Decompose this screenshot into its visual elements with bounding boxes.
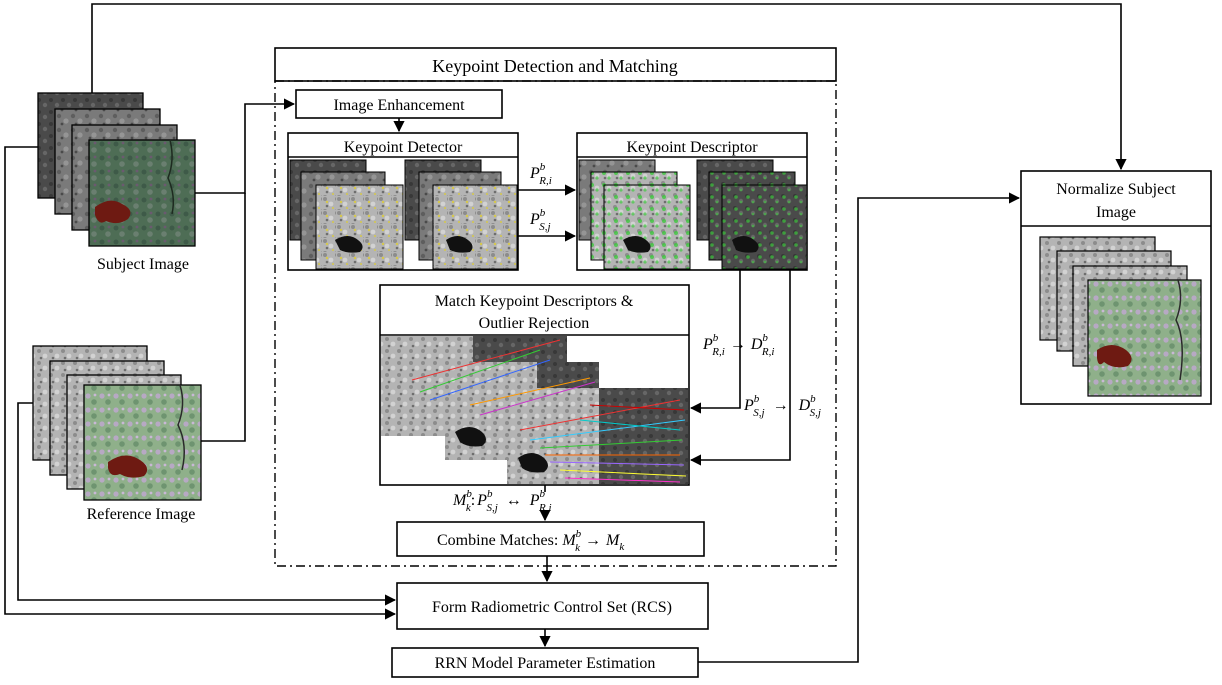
svg-text:PbS,j: Pb S,j — [529, 207, 551, 233]
keypoint-descriptor-label: Keypoint Descriptor — [626, 139, 758, 156]
rcs-label: Form Radiometric Control Set (RCS) — [432, 599, 672, 616]
match-result-label: Mb k: Pb S,j ↔ Pb R,i — [452, 488, 552, 514]
p-s-j-label-top: Pb S,j — [529, 207, 551, 233]
descriptor-to-match-arrow-2 — [689, 270, 791, 466]
reference-to-enhancement-line — [201, 193, 246, 442]
subject-image-label: Subject Image — [97, 256, 189, 273]
rrn-to-normalize-arrow — [698, 192, 1021, 663]
keypoint-detection-title-box — [274, 47, 837, 82]
keypoint-detection-title: Keypoint Detection and Matching — [432, 56, 677, 76]
match-images — [381, 336, 688, 484]
subject-image-stack — [37, 92, 196, 247]
svg-text:PbR,i: Pb R,i — [529, 161, 552, 187]
keypoint-detector-label: Keypoint Detector — [344, 139, 463, 156]
keypoint-detection-frame — [274, 80, 837, 567]
descriptor-to-match-arrow-1 — [689, 270, 741, 414]
subject-to-rcs-arrow — [4, 146, 397, 620]
normalized-image-stack — [1039, 236, 1202, 397]
detector-images — [289, 159, 518, 270]
normalize-subject-label-2: Image — [1096, 204, 1136, 221]
svg-text:Mbk:PbS,j↔PbR,i: Mb k: Pb S,j ↔ Pb R,i — [452, 488, 552, 514]
reference-to-rcs-arrow — [17, 402, 397, 606]
match-descriptors-label-1: Match Keypoint Descriptors & — [435, 293, 634, 310]
image-enhancement-box — [295, 89, 503, 119]
rcs-box — [396, 582, 709, 630]
image-enhancement-label: Image Enhancement — [333, 97, 465, 114]
p-s-j-to-d-s-j-label: Pb S,j → Db S,j — [743, 393, 821, 419]
subject-to-normalize-arrow — [91, 3, 1127, 171]
descriptor-images — [578, 159, 808, 270]
p-r-i-label-top: Pb R,i — [529, 161, 552, 187]
rrn-label: RRN Model Parameter Estimation — [435, 655, 656, 672]
normalize-subject-label-1: Normalize Subject — [1056, 181, 1176, 198]
p-r-i-to-d-r-i-label: Pb R,i → Db R,i — [702, 332, 774, 358]
svg-text:PbS,j→DbS,j: Pb S,j → Db S,j — [743, 393, 821, 419]
combine-matches-label: Combine Matches: Mb k → Mk — [437, 528, 625, 554]
subject-to-enhancement-arrow — [195, 98, 296, 194]
rrn-box — [391, 647, 699, 678]
match-descriptors-label-2: Outlier Rejection — [479, 315, 590, 332]
reference-image-stack — [32, 345, 202, 501]
combine-matches-box — [396, 521, 705, 557]
svg-text:PbR,i→DbR,i: Pb R,i → Db R,i — [702, 332, 774, 358]
reference-image-label: Reference Image — [87, 506, 196, 523]
